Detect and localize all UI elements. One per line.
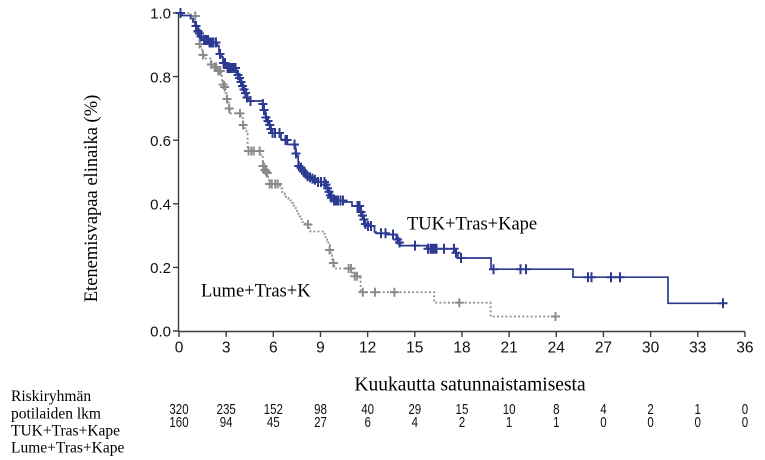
svg-text:9: 9 [316,340,325,357]
svg-text:Riskiryhmän: Riskiryhmän [11,388,91,405]
svg-text:0: 0 [647,414,653,431]
svg-text:15: 15 [456,401,469,418]
svg-text:0: 0 [600,414,606,431]
svg-text:94: 94 [220,414,233,431]
svg-text:6: 6 [364,414,370,431]
svg-text:0.6: 0.6 [150,133,171,150]
svg-text:Lume+Tras+K: Lume+Tras+K [201,282,311,302]
svg-text:0: 0 [742,401,748,418]
svg-text:12: 12 [359,340,376,357]
svg-text:0.4: 0.4 [150,197,171,214]
svg-text:Lume+Tras+Kape: Lume+Tras+Kape [11,439,124,456]
svg-text:30: 30 [642,340,660,357]
svg-text:2: 2 [459,414,465,431]
svg-text:4: 4 [600,401,606,418]
svg-text:18: 18 [453,340,470,357]
svg-text:potilaiden lkm: potilaiden lkm [11,405,101,422]
svg-text:3: 3 [222,340,231,357]
svg-text:152: 152 [264,401,283,418]
svg-text:160: 160 [169,414,188,431]
svg-text:0: 0 [175,340,184,357]
svg-text:24: 24 [548,340,566,357]
svg-text:29: 29 [408,401,421,418]
svg-text:2: 2 [647,401,653,418]
svg-text:0: 0 [695,414,701,431]
svg-text:0.2: 0.2 [150,260,171,277]
svg-text:TUK+Tras+Kape: TUK+Tras+Kape [407,215,537,235]
svg-text:40: 40 [361,401,374,418]
svg-text:1: 1 [506,414,512,431]
svg-text:0.8: 0.8 [150,69,171,86]
svg-text:Etenemisvapaa elinaika (%): Etenemisvapaa elinaika (%) [82,95,102,303]
svg-text:1: 1 [695,401,701,418]
svg-text:320: 320 [169,401,188,418]
svg-text:8: 8 [553,401,559,418]
svg-text:1.0: 1.0 [150,6,171,23]
svg-text:10: 10 [503,401,516,418]
svg-text:21: 21 [500,340,517,357]
svg-text:45: 45 [267,414,280,431]
svg-text:4: 4 [412,414,418,431]
svg-text:235: 235 [217,401,236,418]
svg-text:27: 27 [595,340,612,357]
svg-text:1: 1 [553,414,559,431]
svg-text:36: 36 [736,340,753,357]
svg-text:0: 0 [742,414,748,431]
svg-text:TUK+Tras+Kape: TUK+Tras+Kape [11,422,120,439]
svg-text:15: 15 [406,340,423,357]
svg-text:6: 6 [269,340,278,357]
svg-text:98: 98 [314,401,327,418]
svg-text:33: 33 [689,340,706,357]
svg-text:Kuukautta satunnaistamisesta: Kuukautta satunnaistamisesta [354,375,586,396]
svg-text:0.0: 0.0 [150,324,171,341]
svg-text:27: 27 [314,414,327,431]
